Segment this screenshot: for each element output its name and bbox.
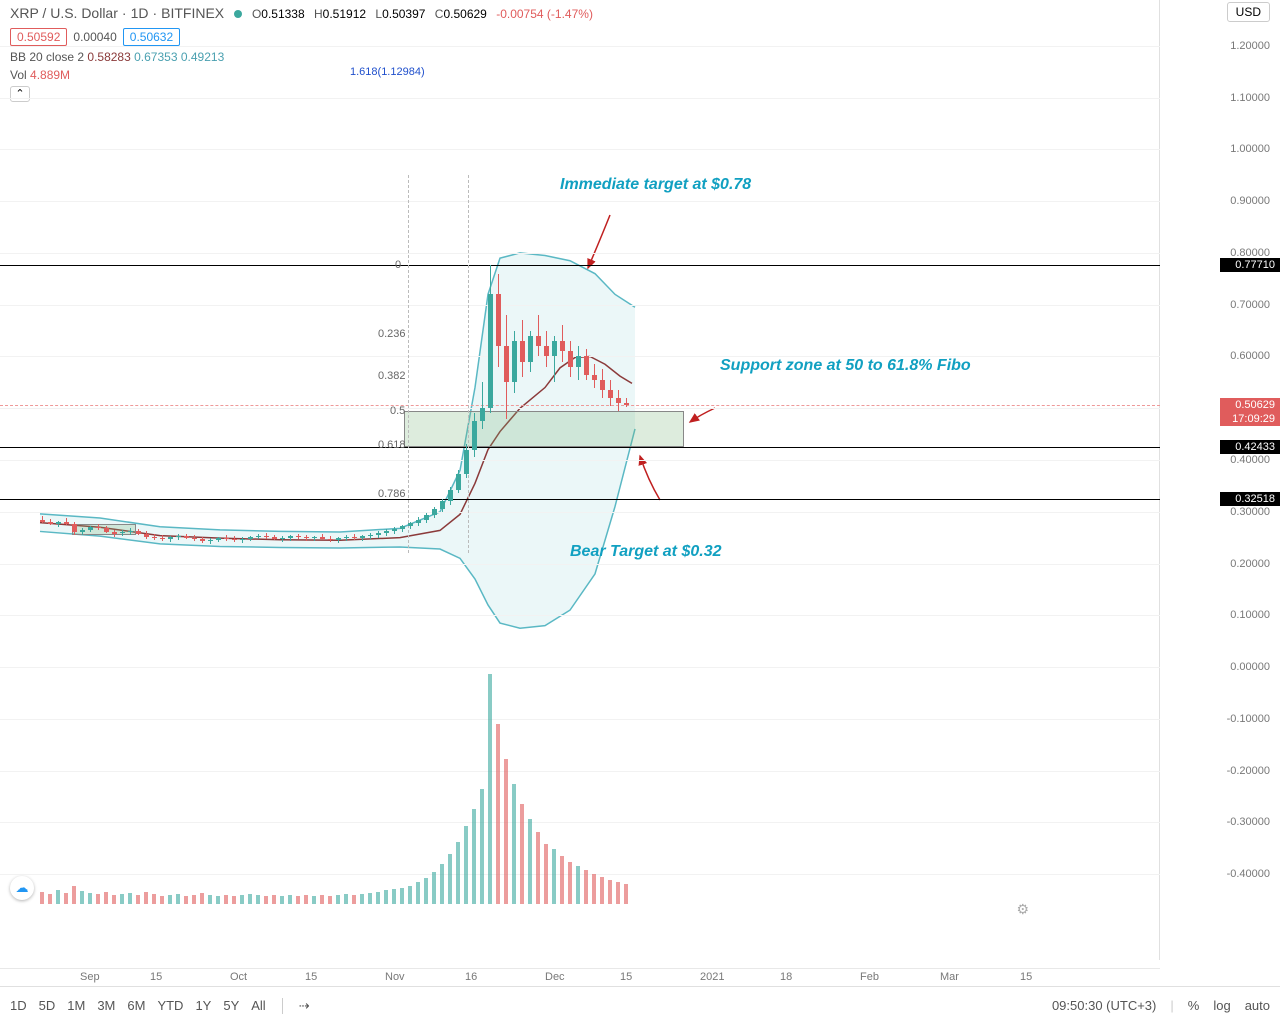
time-axis[interactable]: Sep 15 Oct 15 Nov 16 Dec 15 2021 18 Feb Mar 15 [0, 968, 1160, 986]
fib-level-label: 0 [395, 259, 401, 271]
y-axis-label: 1.00000 [1230, 143, 1270, 155]
y-axis-label: 0.70000 [1230, 299, 1270, 311]
x-axis-label: Sep [80, 971, 100, 983]
settings-gear-icon[interactable]: ⚙ [1016, 901, 1029, 918]
price-marker: 17:09:29 [1220, 412, 1280, 426]
bottom-toolbar: 1D 5D 1M 3M 6M YTD 1Y 5Y All ⇢ 09:50:30 (UTC+3) … [0, 986, 1280, 1024]
timeframe-6m[interactable]: 6M [127, 998, 145, 1014]
timeframe-all[interactable]: All [251, 998, 265, 1014]
timeframe-5y[interactable]: 5Y [223, 998, 239, 1014]
y-axis-label: 0.20000 [1230, 558, 1270, 570]
x-axis-label: Feb [860, 971, 879, 983]
annotation-text: Bear Target at $0.32 [570, 543, 721, 561]
price-marker: 0.42433 [1220, 440, 1280, 454]
timeframe-1m[interactable]: 1M [67, 998, 85, 1014]
currency-button[interactable]: USD [1227, 2, 1270, 22]
support-zone [404, 411, 684, 448]
price-axis[interactable]: USD 1.200001.100001.000000.900000.800000… [1162, 0, 1280, 960]
bottom-right-info: 09:50:30 (UTC+3) | % log auto [1052, 998, 1270, 1013]
x-axis-label: Dec [545, 971, 565, 983]
fib-level-label: 0.236 [378, 328, 406, 340]
goto-date-icon[interactable]: ⇢ [299, 998, 310, 1014]
price-marker: 0.32518 [1220, 492, 1280, 506]
timeframe-buttons: 1D 5D 1M 3M 6M YTD 1Y 5Y All ⇢ [10, 998, 310, 1014]
y-axis-label: -0.20000 [1227, 765, 1270, 777]
y-axis-label: 0.60000 [1230, 350, 1270, 362]
y-axis-label: -0.30000 [1227, 816, 1270, 828]
price-marker: 0.50629 [1220, 398, 1280, 412]
x-axis-label: 2021 [700, 971, 724, 983]
fib-level-label: 0.786 [378, 488, 406, 500]
x-axis-label: 15 [150, 971, 162, 983]
y-axis-label: -0.40000 [1227, 868, 1270, 880]
x-axis-label: Nov [385, 971, 405, 983]
timeframe-1d[interactable]: 1D [10, 998, 27, 1014]
fib-level-label: 0.382 [378, 370, 406, 382]
x-axis-label: 15 [305, 971, 317, 983]
x-axis-label: 18 [780, 971, 792, 983]
chart-area[interactable]: XRP / U.S. Dollar·1D·BITFINEX O0.51338 H… [0, 0, 1160, 960]
annotation-text: Support zone at 50 to 61.8% Fibo [720, 357, 971, 375]
scale-log[interactable]: log [1213, 998, 1230, 1013]
y-axis-label: 1.20000 [1230, 40, 1270, 52]
timeframe-1y[interactable]: 1Y [195, 998, 211, 1014]
snapshot-icon[interactable]: ☁ [10, 876, 34, 900]
y-axis-label: 0.10000 [1230, 609, 1270, 621]
y-axis-label: 0.00000 [1230, 661, 1270, 673]
x-axis-label: Oct [230, 971, 247, 983]
x-axis-label: 15 [1020, 971, 1032, 983]
price-marker: 0.77710 [1220, 258, 1280, 272]
y-axis-label: 0.40000 [1230, 454, 1270, 466]
y-axis-label: 1.10000 [1230, 92, 1270, 104]
y-axis-label: 0.90000 [1230, 195, 1270, 207]
y-axis-label: -0.10000 [1227, 713, 1270, 725]
y-axis-label: 0.30000 [1230, 506, 1270, 518]
x-axis-label: 16 [465, 971, 477, 983]
timeframe-ytd[interactable]: YTD [157, 998, 183, 1014]
clock-time: 09:50:30 (UTC+3) [1052, 998, 1156, 1013]
x-axis-label: Mar [940, 971, 959, 983]
fib-level-label: 0.5 [390, 405, 405, 417]
x-axis-label: 15 [620, 971, 632, 983]
timeframe-3m[interactable]: 3M [97, 998, 115, 1014]
fib-level-label: 0.618 [378, 439, 406, 451]
scale-percent[interactable]: % [1188, 998, 1200, 1013]
scale-auto[interactable]: auto [1245, 998, 1270, 1013]
timeframe-5d[interactable]: 5D [39, 998, 56, 1014]
annotation-text: Immediate target at $0.78 [560, 176, 751, 194]
